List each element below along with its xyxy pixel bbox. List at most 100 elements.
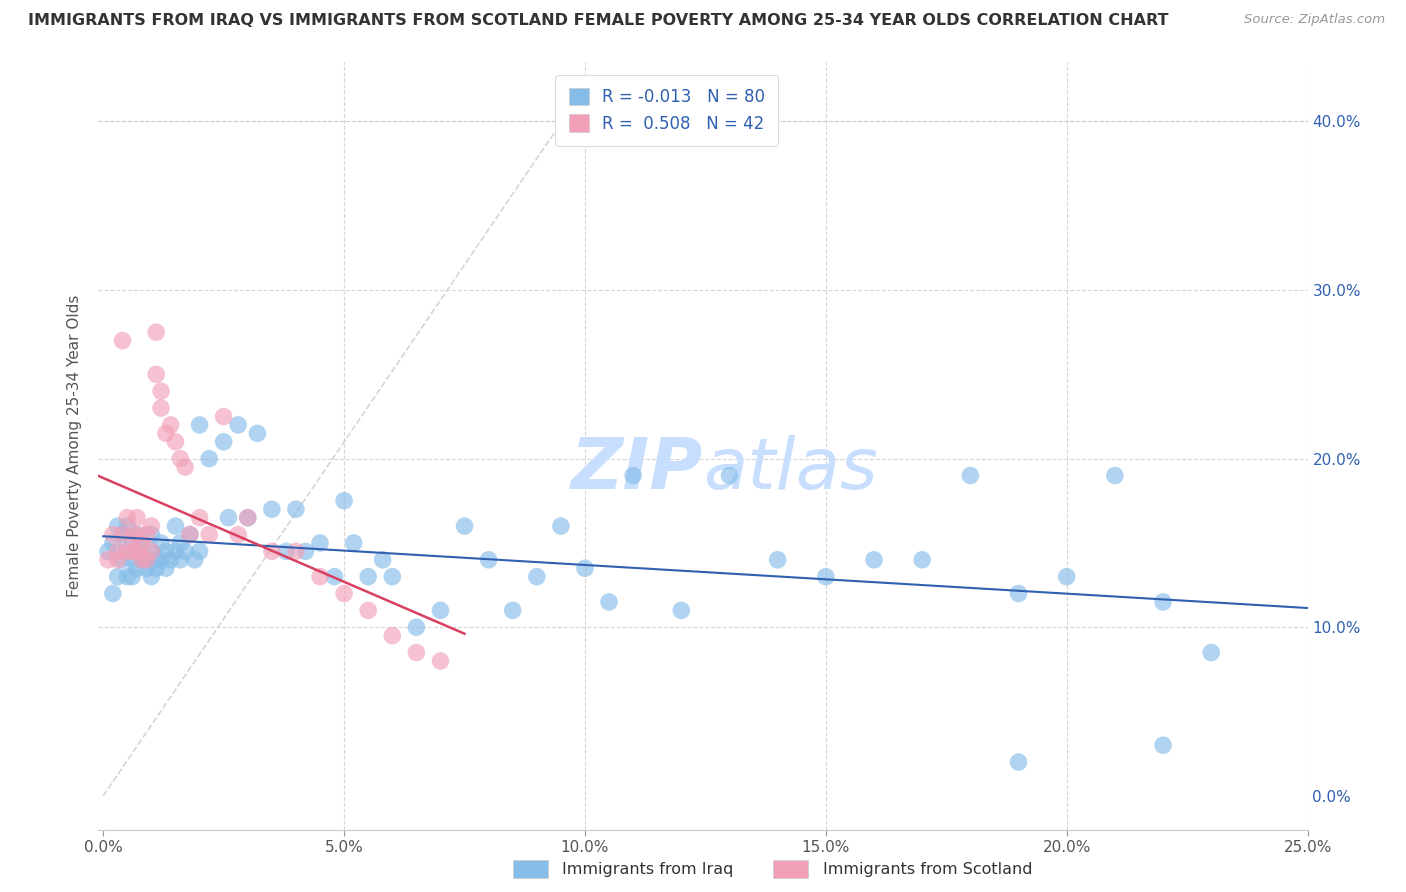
Point [141,544,163,558]
Point [150,536,173,550]
Point [107,519,129,533]
Point [381,569,404,583]
Point [169,536,191,550]
Legend: R = -0.013   N = 80, R =  0.508   N = 42: R = -0.013 N = 80, R = 0.508 N = 42 [555,75,779,146]
Text: ZIP: ZIP [571,434,703,503]
Point [117,519,139,533]
Point [276,544,298,558]
Point [111,527,134,541]
Point [179,527,201,541]
Point [453,519,475,533]
Point [284,544,307,558]
Point [671,603,693,617]
Point [141,569,163,583]
Point [309,536,332,550]
Point [141,527,163,541]
Point [478,553,501,567]
Point [141,519,163,533]
Point [1152,595,1174,609]
Point [121,527,143,541]
Point [212,434,235,449]
Point [188,544,211,558]
Point [502,603,524,617]
Point [125,544,148,558]
Point [246,426,269,441]
Point [159,553,181,567]
Point [718,468,741,483]
Point [381,629,404,643]
Point [165,519,187,533]
Point [121,553,143,567]
Point [145,325,167,339]
Point [236,510,259,524]
Point [188,417,211,432]
Point [1152,738,1174,752]
Point [1199,646,1222,660]
Point [333,586,356,600]
Point [131,553,153,567]
Point [125,527,148,541]
Text: Immigrants from Iraq: Immigrants from Iraq [562,863,734,877]
Point [1007,755,1029,769]
Point [188,510,211,524]
Point [294,544,316,558]
Text: Immigrants from Scotland: Immigrants from Scotland [823,863,1032,877]
Point [405,646,427,660]
Y-axis label: Female Poverty Among 25-34 Year Olds: Female Poverty Among 25-34 Year Olds [67,295,83,597]
Point [357,569,380,583]
Point [574,561,596,575]
Point [117,544,139,558]
Point [125,527,148,541]
Point [621,468,644,483]
Point [179,527,201,541]
Point [226,527,249,541]
Point [371,553,394,567]
Point [111,527,134,541]
Point [526,569,548,583]
Point [1104,468,1126,483]
Point [155,561,177,575]
Point [117,510,139,524]
Point [97,544,120,558]
Point [159,417,181,432]
Point [101,527,124,541]
Text: Source: ZipAtlas.com: Source: ZipAtlas.com [1244,13,1385,27]
Point [121,536,143,550]
Point [111,334,134,348]
Point [218,510,240,524]
Point [284,502,307,516]
Point [309,569,332,583]
Point [117,569,139,583]
Point [1007,586,1029,600]
Point [323,569,346,583]
Point [150,384,173,399]
Point [135,561,157,575]
Point [135,553,157,567]
Point [260,502,283,516]
Point [111,553,134,567]
Point [121,544,143,558]
Text: IMMIGRANTS FROM IRAQ VS IMMIGRANTS FROM SCOTLAND FEMALE POVERTY AMONG 25-34 YEAR: IMMIGRANTS FROM IRAQ VS IMMIGRANTS FROM … [28,13,1168,29]
Point [198,451,221,466]
Point [343,536,366,550]
Point [121,569,143,583]
Point [169,451,191,466]
Point [101,536,124,550]
Point [184,553,207,567]
Point [125,561,148,575]
Point [911,553,934,567]
Point [107,544,129,558]
Point [169,553,191,567]
Point [141,544,163,558]
Point [429,603,451,617]
Point [101,586,124,600]
Point [150,553,173,567]
Point [135,527,157,541]
Point [333,493,356,508]
Point [766,553,789,567]
Point [598,595,620,609]
Point [117,544,139,558]
Point [550,519,572,533]
Point [131,536,153,550]
Point [97,553,120,567]
